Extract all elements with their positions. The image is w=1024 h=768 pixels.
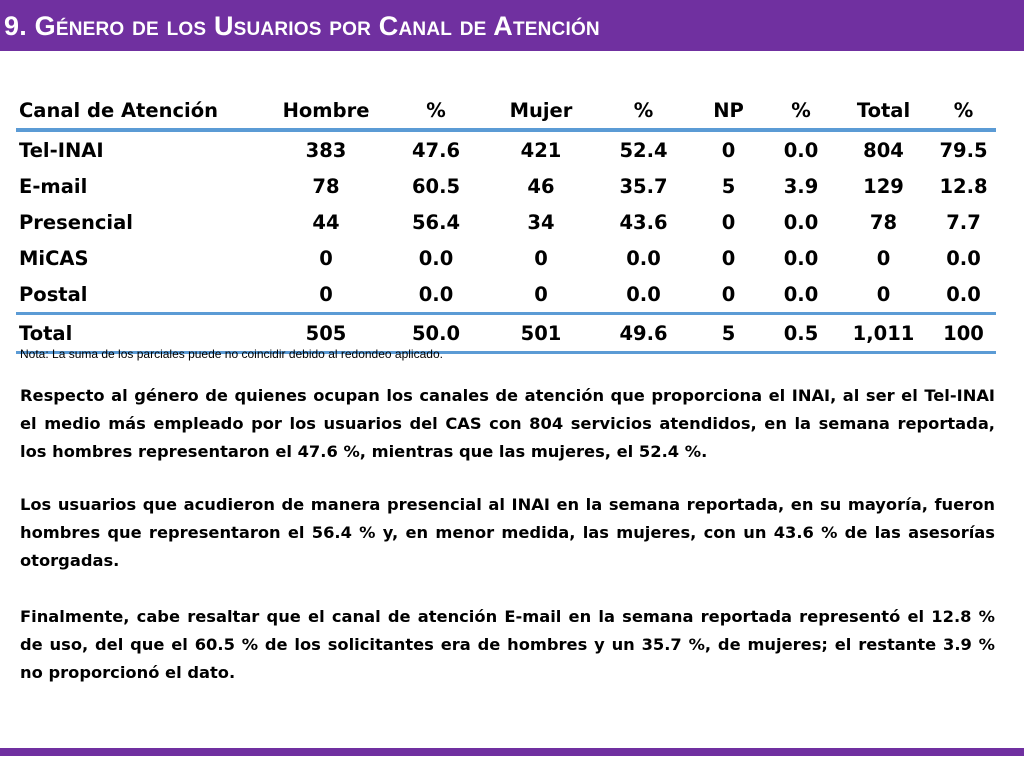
table-total-row: Total 505 50.0 501 49.6 5 0.5 1,011 100	[16, 313, 996, 353]
table-footnote: Nota: La suma de los parciales puede no …	[20, 347, 443, 361]
paragraph: Respecto al género de quienes ocupan los…	[20, 386, 995, 461]
total-cell: 49.6	[619, 321, 668, 345]
table-cell: Postal	[19, 282, 88, 306]
header-cell: Hombre	[282, 98, 370, 122]
bottom-bar	[0, 748, 1024, 756]
table-cell: 79.5	[939, 138, 988, 162]
header-cell: %	[426, 98, 446, 122]
table-cell: 34	[527, 210, 555, 234]
table-cell: 0.0	[783, 282, 819, 306]
table-cell: 129	[863, 174, 904, 198]
table-cell: 46	[527, 174, 555, 198]
table-cell: 47.6	[411, 138, 461, 162]
table-cell: 0.0	[783, 138, 819, 162]
table-cell: 0.0	[418, 282, 454, 306]
total-cell: 505	[305, 321, 347, 345]
table-row: MiCAS 0 0.0 0 0.0 0 0.0 0 0.0	[16, 240, 996, 276]
table-cell: 0	[721, 246, 736, 270]
table-cell: 0	[876, 246, 891, 270]
header-cell: %	[953, 98, 974, 122]
table-cell: 804	[863, 138, 904, 162]
table-cell: 12.8	[939, 174, 988, 198]
table-cell: 5	[721, 174, 736, 198]
header-cell: Mujer	[509, 98, 573, 122]
table-cell: 60.5	[411, 174, 461, 198]
total-cell: 1,011	[852, 321, 915, 345]
table-cell: 0.0	[626, 282, 661, 306]
table-header-row: Canal de Atención Hombre % Mujer % NP % …	[16, 92, 996, 130]
table-cell: 7.7	[946, 210, 981, 234]
table-cell: 0.0	[418, 246, 454, 270]
table-cell: 0.0	[946, 246, 981, 270]
table-cell: 52.4	[619, 138, 668, 162]
header-cell: Canal de Atención	[19, 98, 218, 122]
table-cell: 0.0	[946, 282, 981, 306]
table-cell: 0	[319, 282, 333, 306]
total-cell: 50.0	[411, 321, 461, 345]
header-cell: %	[633, 98, 654, 122]
table-cell: 43.6	[619, 210, 668, 234]
table-cell: 3.9	[783, 174, 819, 198]
table-cell: 0	[534, 246, 548, 270]
table-cell: 0.0	[783, 246, 819, 270]
total-cell: 501	[520, 321, 562, 345]
paragraph: Los usuarios que acudieron de manera pre…	[20, 495, 995, 570]
table-cell: E-mail	[19, 174, 88, 198]
table-row: Postal 0 0.0 0 0.0 0 0.0 0 0.0	[16, 276, 996, 314]
paragraph: Finalmente, cabe resaltar que el canal d…	[20, 607, 995, 682]
total-cell: 5	[721, 321, 736, 345]
table-cell: 0	[534, 282, 548, 306]
table-cell: 78	[312, 174, 340, 198]
table-cell: 0.0	[783, 210, 819, 234]
table-cell: 383	[305, 138, 347, 162]
table-cell: 0	[721, 282, 736, 306]
table-cell: 0	[721, 138, 736, 162]
slide-title: 9. Género de los Usuarios por Canal de A…	[4, 11, 600, 41]
title-bar: 9. Género de los Usuarios por Canal de A…	[0, 0, 1024, 51]
header-cell: %	[791, 98, 811, 122]
table-cell: 0.0	[626, 246, 661, 270]
table-cell: MiCAS	[19, 246, 89, 270]
table-row: E-mail 78 60.5 46 35.7 5 3.9 129 12.8	[16, 168, 996, 204]
gender-by-channel-table: Canal de Atención Hombre % Mujer % NP % …	[16, 92, 996, 354]
table-cell: 56.4	[411, 210, 461, 234]
table-cell: 0	[876, 282, 891, 306]
total-cell: 0.5	[783, 321, 819, 345]
table-cell: 0	[319, 246, 333, 270]
header-cell: NP	[713, 98, 744, 122]
table-row: Tel-INAI 383 47.6 421 52.4 0 0.0 804 79.…	[16, 130, 996, 168]
table-cell: 421	[520, 138, 562, 162]
total-cell: 100	[943, 321, 984, 345]
table-cell: Tel-INAI	[19, 138, 104, 162]
table-row: Presencial 44 56.4 34 43.6 0 0.0 78 7.7	[16, 204, 996, 240]
total-cell: Total	[19, 321, 73, 345]
table-cell: 35.7	[619, 174, 668, 198]
table-cell: 44	[312, 210, 340, 234]
header-cell: Total	[856, 98, 911, 122]
table-cell: 0	[721, 210, 736, 234]
table-cell: Presencial	[19, 210, 133, 234]
table-cell: 78	[869, 210, 898, 234]
